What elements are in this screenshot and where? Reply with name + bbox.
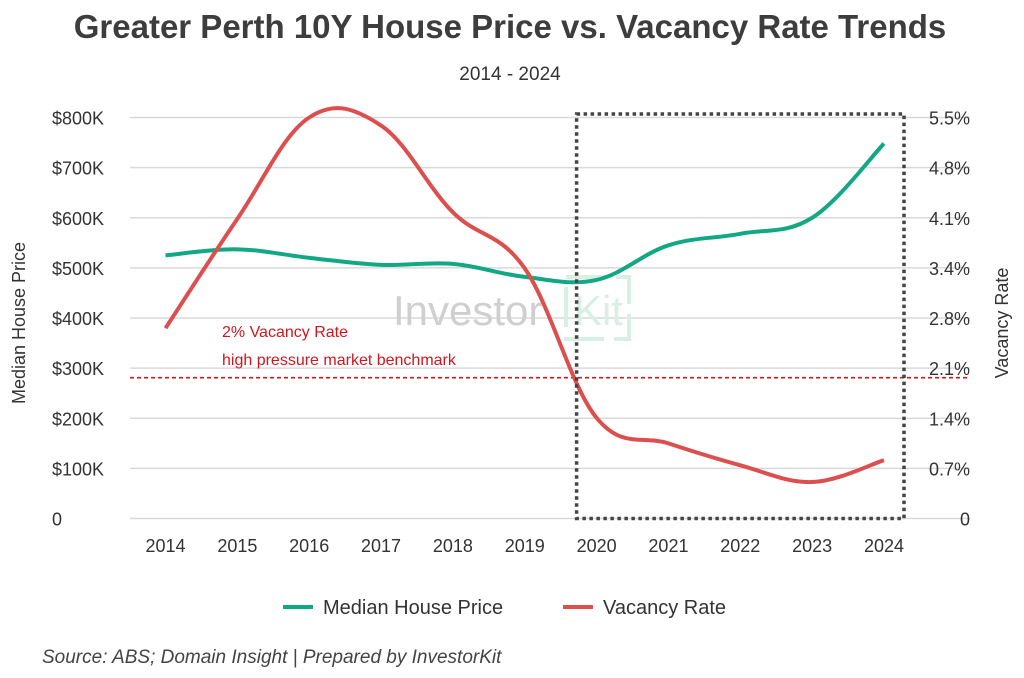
y-tick-right: 4.8% <box>929 159 970 179</box>
y-tick-right: 3.4% <box>929 259 970 279</box>
y-tick-right: 1.4% <box>929 409 970 429</box>
legend-label: Vacancy Rate <box>603 597 726 619</box>
y-tick-left: $100K <box>52 459 104 479</box>
y-tick-right: 0.7% <box>929 459 970 479</box>
y-tick-right: 4.1% <box>929 209 970 229</box>
y-tick-left: $400K <box>52 309 104 329</box>
benchmark-label-line2: high pressure market benchmark <box>222 352 457 369</box>
watermark-logo: Investor Kit <box>393 275 631 341</box>
highlight-box <box>574 112 906 521</box>
svg-text:Investor: Investor <box>393 287 542 334</box>
y-tick-left: $700K <box>52 159 104 179</box>
x-tick: 2014 <box>145 536 185 556</box>
x-tick: 2015 <box>217 536 257 556</box>
y-axis-right-label: Vacancy Rate <box>992 268 1012 379</box>
y-tick-left: $200K <box>52 409 104 429</box>
y-tick-left: $800K <box>52 109 104 129</box>
y-tick-right: 2.1% <box>929 359 970 379</box>
x-tick: 2018 <box>433 536 473 556</box>
y-tick-left: $600K <box>52 209 104 229</box>
x-tick: 2024 <box>864 536 904 556</box>
x-tick: 2017 <box>361 536 401 556</box>
svg-text:Kit: Kit <box>574 287 623 334</box>
x-tick: 2021 <box>648 536 688 556</box>
y-tick-left: $500K <box>52 259 104 279</box>
y-tick-right: 5.5% <box>929 109 970 129</box>
chart-title: Greater Perth 10Y House Price vs. Vacanc… <box>74 8 947 45</box>
source-note: Source: ABS; Domain Insight | Prepared b… <box>42 647 502 668</box>
y-tick-left: 0 <box>52 510 62 530</box>
series-line-house-price <box>165 142 886 285</box>
x-tick: 2022 <box>720 536 760 556</box>
legend-label: Median House Price <box>323 597 503 619</box>
x-tick: 2020 <box>577 536 617 556</box>
x-tick: 2019 <box>505 536 545 556</box>
y-tick-right: 2.8% <box>929 309 970 329</box>
benchmark-label-line1: 2% Vacancy Rate <box>222 324 348 341</box>
x-tick: 2016 <box>289 536 329 556</box>
y-axis-left-label: Median House Price <box>9 242 29 404</box>
chart-subtitle: 2014 - 2024 <box>459 64 561 85</box>
y-tick-left: $300K <box>52 359 104 379</box>
y-tick-right: 0 <box>960 510 970 530</box>
x-tick: 2023 <box>792 536 832 556</box>
